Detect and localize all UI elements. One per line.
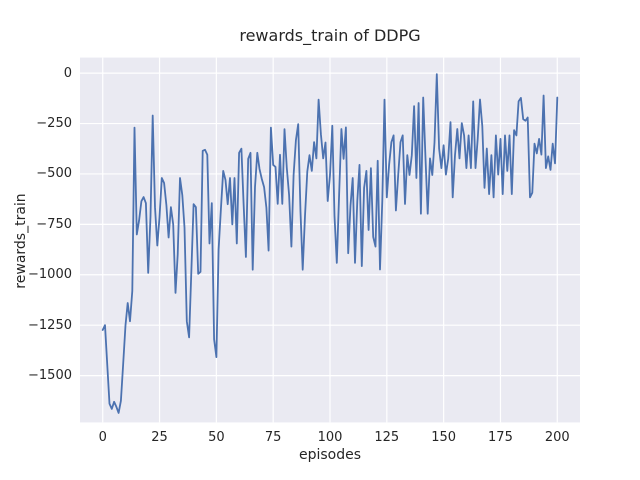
x-tick-label: 125 [374, 430, 400, 445]
y-tick-label: −1500 [28, 368, 72, 384]
y-tick-label: −250 [36, 116, 72, 132]
x-axis-label: episodes [298, 447, 362, 463]
x-tick-label: 50 [208, 430, 225, 445]
y-tick-label: −1000 [28, 267, 72, 283]
x-tick-label: 75 [264, 430, 282, 445]
y-tick-label: −1250 [28, 317, 72, 333]
x-tick-label: 25 [151, 430, 168, 445]
x-tick-label: 0 [98, 430, 107, 445]
x-tick-label: 175 [488, 430, 513, 445]
y-tick-label: 0 [63, 65, 72, 81]
x-tick-label: 100 [317, 430, 343, 445]
y-tick-label: −500 [36, 166, 72, 182]
x-tick-label: 150 [431, 430, 457, 445]
x-tick-label: 200 [544, 430, 570, 445]
y-axis-label: rewards_train [13, 193, 29, 289]
rewards-train-line [101, 73, 559, 414]
y-tick-label: −750 [36, 216, 72, 232]
chart-title: rewards_train of DDPG [239, 26, 421, 45]
